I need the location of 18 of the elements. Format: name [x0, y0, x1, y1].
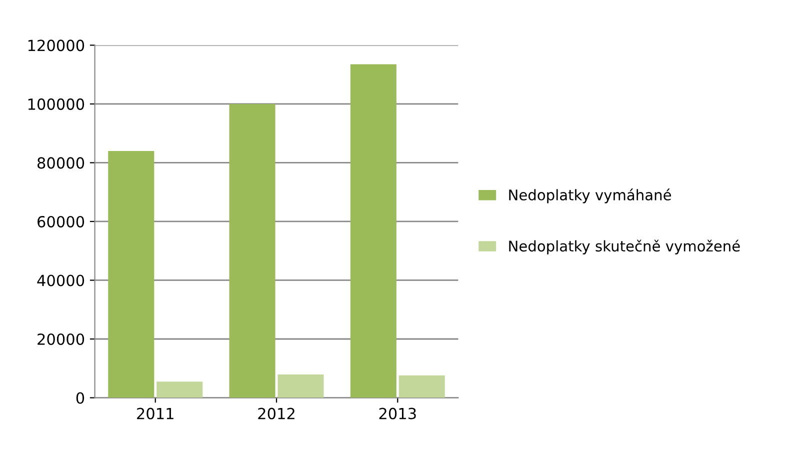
y-tick-label: 120000 [28, 40, 84, 52]
y-tick-label: 100000 [28, 98, 84, 110]
x-tick-label: 2012 [258, 408, 294, 420]
y-tick-label: 60000 [38, 216, 84, 228]
bar [398, 375, 445, 398]
bar [350, 64, 396, 398]
bar [156, 382, 203, 398]
y-tick-label: 80000 [38, 157, 84, 169]
y-tick-label: 20000 [38, 333, 84, 346]
x-tick-label: 2013 [379, 408, 416, 420]
legend-label: Nedoplatky skutečně vymožené [509, 240, 740, 254]
bar [108, 150, 154, 398]
x-tick-label: 2011 [137, 408, 174, 420]
bar [229, 104, 276, 398]
y-tick-label: 0 [76, 392, 84, 404]
y-tick-label: 40000 [37, 274, 84, 286]
legend-label: Nedoplatky vymáhané [509, 188, 671, 204]
bar [278, 374, 324, 398]
